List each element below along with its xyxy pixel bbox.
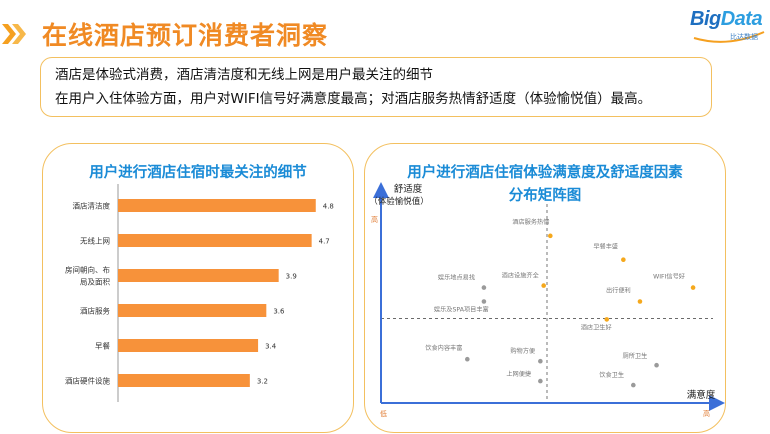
bar-value-label: 3.2 [257,378,268,386]
scatter-point-label: 饮食内容丰富 [425,344,462,352]
bar-value-label: 3.4 [265,343,277,351]
scatter-title-line-2: 分布矩阵图 [508,188,582,204]
bar [118,269,279,282]
scatter-point-label: 厕所卫生 [623,352,648,360]
y-axis-title: 舒适度 [394,183,423,195]
scatter-point [465,356,470,362]
bar-value-label: 3.9 [286,273,297,281]
scatter-chart-panel: 用户进行酒店住宿体验满意度及舒适度因素 分布矩阵图 舒适度 （体验愉悦值） 满意度高… [364,143,726,433]
summary-line-2: 在用户入住体验方面，用户对WIFI信号好满意度最高；对酒店服务热情舒适度（体验愉… [55,91,652,107]
x-high-label: 高 [703,409,710,418]
bar-chart-panel: 用户进行酒店住宿时最关注的细节 4.8 酒店清洁度 4.7 无线上网 3.9 房间朝向、布… [42,143,354,433]
scatter-point [481,299,487,304]
y-high-label: 高 [371,215,378,224]
brand-subtitle: 比达数据 [730,33,758,41]
chevron-decoration-icon [2,24,26,44]
bar-value-label: 4.7 [319,238,330,246]
scatter-point-label: WIFI信号好 [653,273,685,281]
scatter-point [604,317,610,322]
bar-category-label: 酒店服务 [80,306,110,316]
bar-category-label: 酒店硬件设施 [65,376,110,386]
x-low-label: 低 [380,409,387,418]
scatter-point [538,378,543,384]
scatter-point-label: 购物方便 [510,347,535,355]
scatter-point-label: 上网便捷 [506,370,531,378]
scatter-point-label: 出行便利 [606,287,631,295]
page-title: 在线酒店预订消费者洞察 [42,21,329,50]
scatter-point [690,285,696,290]
summary-box: 酒店是体验式消费，酒店清洁度和无线上网是用户最关注的细节 在用户入住体验方面，用… [40,57,712,117]
scatter-point [548,233,553,239]
y-axis-subtitle: （体验愉悦值） [369,196,429,207]
bar-category-label: 房间朝向、布 [65,265,110,275]
scatter-point-label: 酒店服务热情 [512,218,549,226]
scatter-point [654,362,659,368]
scatter-point [621,257,626,263]
scatter-point-label: 早餐丰盛 [593,243,618,251]
scatter-point-label: 饮食卫生 [599,371,624,379]
scatter-title-line-1: 用户进行酒店住宿体验满意度及舒适度因素 [407,165,683,181]
bar-category-label: 无线上网 [80,236,110,246]
scatter-point-label: 娱乐地点易找 [438,274,475,282]
bar [118,304,267,317]
bar-category-label: 局及面积 [80,277,110,287]
bar [118,339,259,352]
scatter-point [631,382,636,388]
scatter-point [481,285,487,290]
brand-wordmark: BigData [690,8,763,30]
scatter-point-label: 娱乐及SPA项目丰富 [434,306,489,314]
summary-line-1: 酒店是体验式消费，酒店清洁度和无线上网是用户最关注的细节 [55,67,433,83]
bar [118,234,312,247]
bar-category-label: 酒店清洁度 [73,201,111,211]
bar [118,199,316,212]
bar-category-label: 早餐 [95,342,110,351]
brand-arc-icon [693,31,765,43]
bar-value-label: 3.6 [273,308,285,316]
scatter-point-label: 酒店设施齐全 [502,272,540,280]
x-axis-title: 满意度 [687,389,716,401]
bar-value-label: 4.8 [323,203,334,211]
scatter-point [538,358,543,364]
bar [118,374,250,387]
scatter-point [637,299,643,304]
brand-logo: BigData 比达数据 [690,8,766,46]
scatter-point-label: 酒店卫生好 [581,323,612,331]
bar-chart-title: 用户进行酒店住宿时最关注的细节 [89,165,307,181]
scatter-point [541,283,546,288]
